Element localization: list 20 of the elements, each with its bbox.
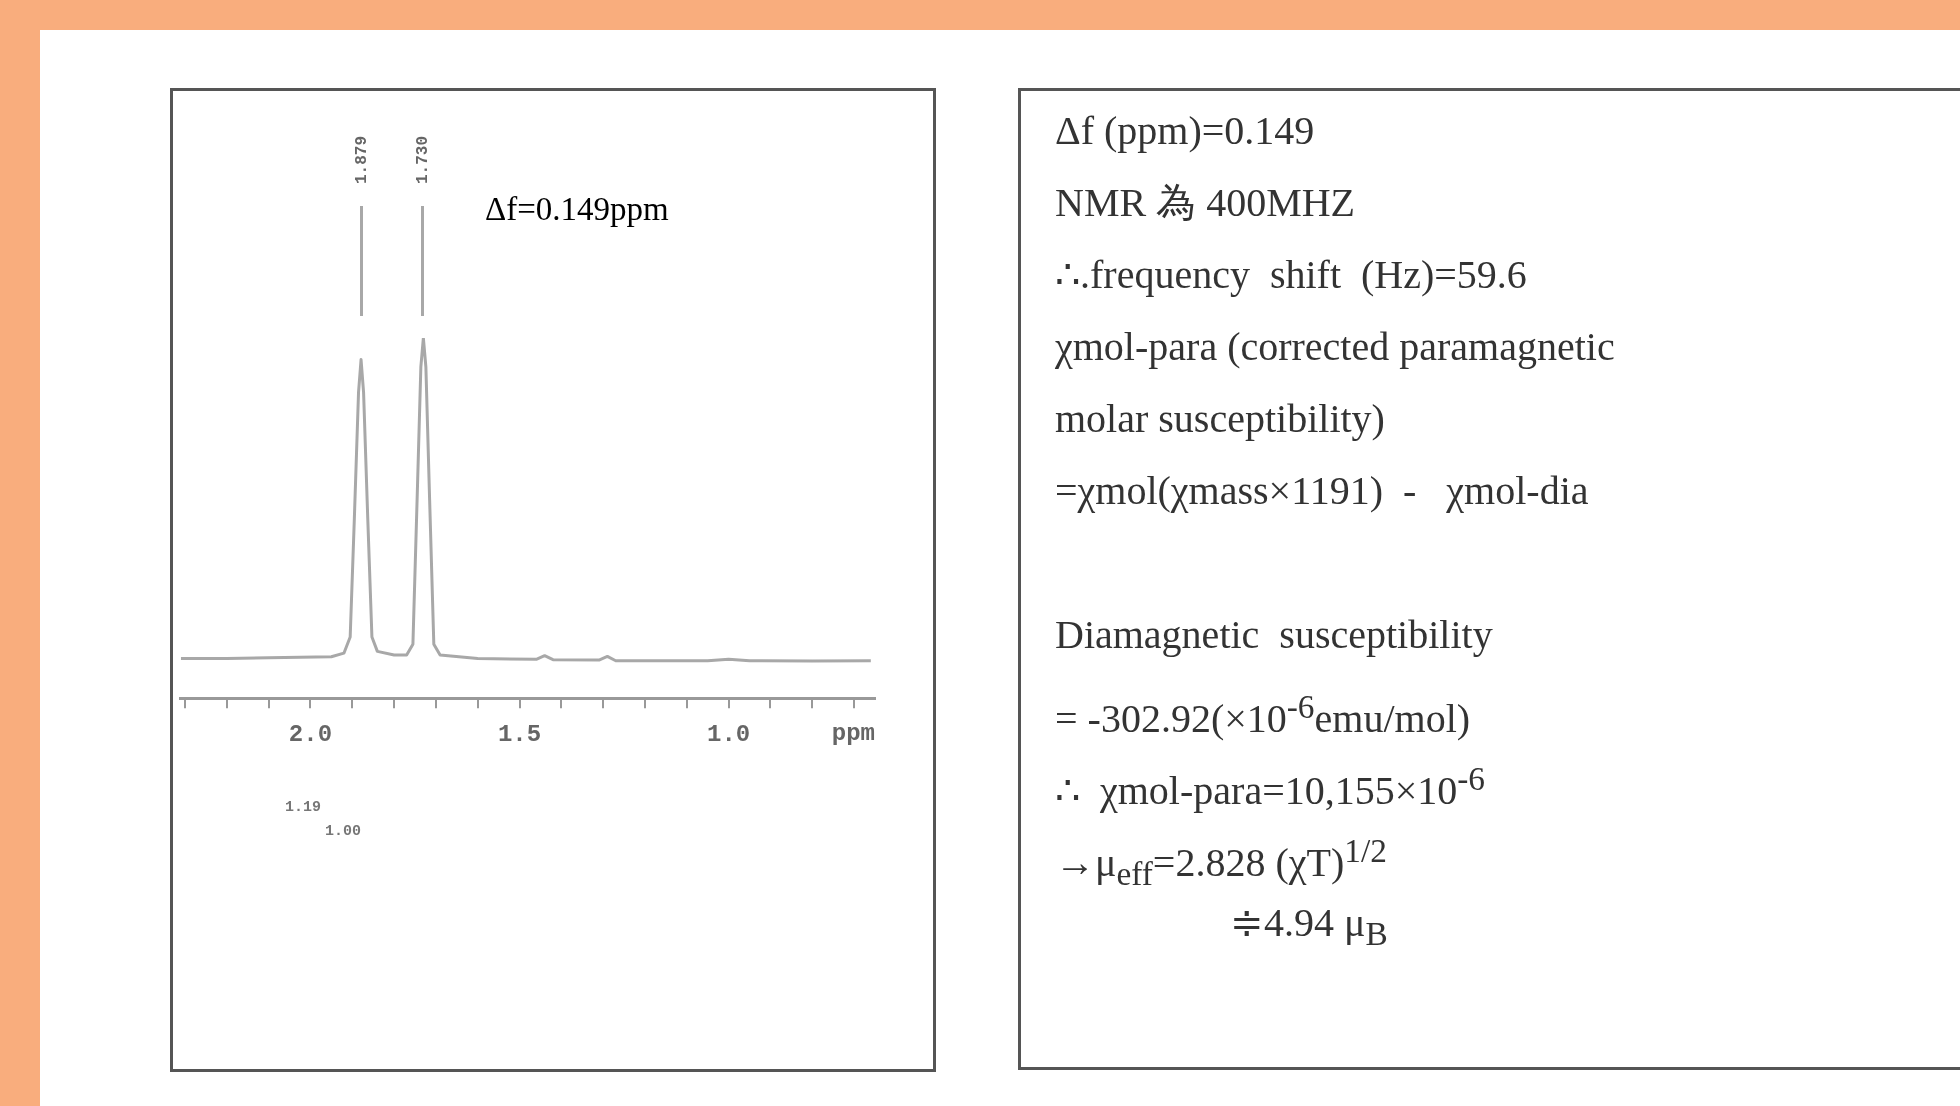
text: Δf=0.149ppm: [485, 191, 669, 228]
x-tick-label: 2.0: [288, 720, 333, 748]
text: 1.00: [325, 823, 362, 840]
text: 1.730: [414, 135, 433, 185]
text: 1.879: [353, 135, 372, 185]
text: χmol-para (corrected paramagnetic: [1055, 323, 1615, 371]
text: = -302.92(×10$^{-6}$emu/mol): [1055, 687, 1472, 743]
text: →μ$_{eff}$=2.828 (χT)$^{1/2}$: [1055, 831, 1388, 893]
text: =χmol(χmass×1191) - χmol-dia: [1055, 467, 1590, 515]
x-tick-label: 1.0: [707, 720, 751, 748]
x-tick-label: 1.5: [497, 720, 542, 748]
text: molar susceptibility): [1055, 395, 1386, 443]
text: ∴.frequency shift (Hz)=59.6: [1055, 251, 1528, 299]
text: Diamagnetic susceptibility: [1055, 611, 1494, 659]
x-axis-title: ppm: [831, 720, 875, 748]
text: NMR 為 400MHZ: [1055, 179, 1357, 227]
text: ∴ χmol-para=10,155×10$^{-6}$: [1055, 759, 1486, 815]
text: ≑4.94 μ$_{B}$: [1230, 900, 1388, 952]
text: 1.19: [285, 799, 322, 816]
text: Δf (ppm)=0.149: [1055, 107, 1316, 155]
